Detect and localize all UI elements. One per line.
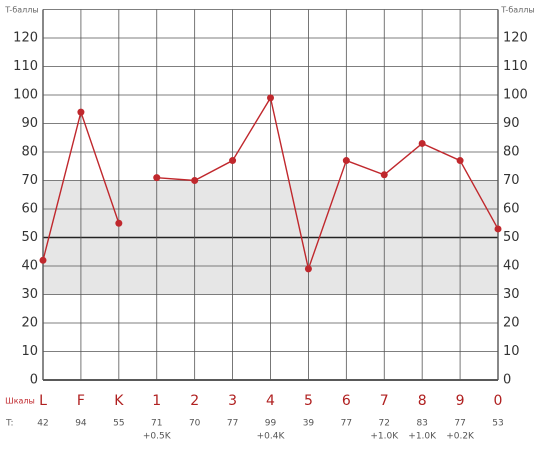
x-tick-label: 7 xyxy=(380,393,389,409)
value-label: 99 xyxy=(265,419,277,429)
series-line xyxy=(156,95,499,272)
correction-label: +1.0K xyxy=(370,432,399,442)
y-tick-label: 60 xyxy=(21,202,38,217)
y-tick-label: 110 xyxy=(13,59,38,74)
value-label: 72 xyxy=(379,419,390,429)
value-label: 77 xyxy=(454,419,465,429)
data-point xyxy=(267,94,274,102)
y-tick-label-right: 70 xyxy=(503,173,520,188)
y-tick-label: 50 xyxy=(21,230,38,245)
data-point xyxy=(153,174,161,182)
y-tick-label: 90 xyxy=(21,116,38,131)
y-tick-label-right: 0 xyxy=(503,373,511,388)
correction-label: +0.4K xyxy=(257,432,286,442)
data-point xyxy=(418,139,426,147)
y-tick-label-right: 100 xyxy=(503,88,528,103)
value-label: 94 xyxy=(75,419,87,429)
y-tick-label-right: 30 xyxy=(503,287,520,302)
data-point xyxy=(494,225,502,233)
y-tick-label: 10 xyxy=(21,344,38,359)
x-tick-label: 1 xyxy=(152,393,161,409)
data-point xyxy=(380,171,388,179)
y-tick-label: 20 xyxy=(21,316,38,331)
data-point xyxy=(77,108,85,116)
y-tick-label: 80 xyxy=(21,145,38,160)
x-tick-label: 3 xyxy=(228,393,237,409)
correction-label: +0.2K xyxy=(446,432,475,442)
data-point xyxy=(456,157,464,165)
y-tick-label: 70 xyxy=(21,173,38,188)
y-tick-label-right: 50 xyxy=(503,230,520,245)
x-tick-label: 9 xyxy=(456,393,465,409)
value-label: 70 xyxy=(189,419,201,429)
x-tick-label: 5 xyxy=(304,393,313,409)
data-point xyxy=(115,219,123,227)
y-tick-label: 0 xyxy=(30,373,38,388)
value-row-label: T: xyxy=(5,419,14,429)
y-tick-label-right: 10 xyxy=(503,344,520,359)
x-tick-label: 0 xyxy=(494,393,503,409)
value-label: 77 xyxy=(227,419,238,429)
y-tick-label: 120 xyxy=(13,31,38,46)
y-tick-label: 30 xyxy=(21,287,38,302)
x-tick-label: 6 xyxy=(342,393,351,409)
value-label: 39 xyxy=(303,419,315,429)
value-label: 77 xyxy=(341,419,352,429)
y-tick-label: 100 xyxy=(13,88,38,103)
value-label: 53 xyxy=(492,419,503,429)
y-tick-label-right: 40 xyxy=(503,259,520,274)
x-tick-label: F xyxy=(77,393,85,409)
data-point xyxy=(304,265,312,273)
y-tick-label-right: 20 xyxy=(503,316,520,331)
y-tick-label-right: 60 xyxy=(503,202,520,217)
data-point xyxy=(191,177,199,184)
value-label: 83 xyxy=(416,419,427,429)
y-tick-label: 40 xyxy=(21,259,38,274)
y-tick-label-right: 110 xyxy=(503,59,528,74)
value-label: 42 xyxy=(37,419,48,429)
correction-label: +1.0K xyxy=(408,432,437,442)
x-tick-label: 4 xyxy=(266,393,275,409)
x-tick-label: 8 xyxy=(418,393,427,409)
data-point xyxy=(342,157,350,165)
correction-label: +0.5K xyxy=(143,432,172,442)
x-tick-label: 2 xyxy=(190,393,199,409)
value-label: 71 xyxy=(151,419,162,429)
x-axis-label: Шкалы xyxy=(5,397,35,406)
y-axis-label-left: T-баллы xyxy=(4,6,38,15)
y-tick-label-right: 90 xyxy=(503,116,520,131)
data-point xyxy=(39,256,47,264)
y-tick-label-right: 80 xyxy=(503,145,520,160)
x-tick-label: L xyxy=(39,393,47,409)
y-axis-label-right: T-баллы xyxy=(500,6,534,15)
value-label: 55 xyxy=(113,419,124,429)
y-tick-label-right: 120 xyxy=(503,31,528,46)
data-point xyxy=(229,157,237,165)
x-tick-label: K xyxy=(114,393,124,409)
